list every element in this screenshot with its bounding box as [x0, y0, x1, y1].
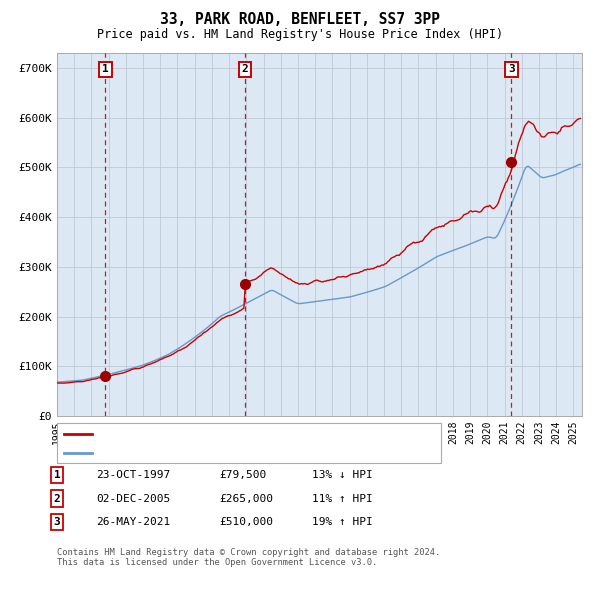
Text: 2: 2 [53, 494, 61, 503]
Text: 2: 2 [242, 64, 248, 74]
Text: £79,500: £79,500 [219, 470, 266, 480]
Text: 3: 3 [508, 64, 515, 74]
Text: £265,000: £265,000 [219, 494, 273, 503]
Text: £510,000: £510,000 [219, 517, 273, 527]
Text: Contains HM Land Registry data © Crown copyright and database right 2024.
This d: Contains HM Land Registry data © Crown c… [57, 548, 440, 567]
Text: 1: 1 [102, 64, 109, 74]
Text: 33, PARK ROAD, BENFLEET, SS7 3PP (detached house): 33, PARK ROAD, BENFLEET, SS7 3PP (detach… [98, 430, 392, 440]
Text: 02-DEC-2005: 02-DEC-2005 [96, 494, 170, 503]
Text: 3: 3 [53, 517, 61, 527]
Text: Price paid vs. HM Land Registry's House Price Index (HPI): Price paid vs. HM Land Registry's House … [97, 28, 503, 41]
Text: 26-MAY-2021: 26-MAY-2021 [96, 517, 170, 527]
Text: 19% ↑ HPI: 19% ↑ HPI [312, 517, 373, 527]
Text: HPI: Average price, detached house, Castle Point: HPI: Average price, detached house, Cast… [98, 448, 386, 458]
Text: 33, PARK ROAD, BENFLEET, SS7 3PP: 33, PARK ROAD, BENFLEET, SS7 3PP [160, 12, 440, 27]
Text: 1: 1 [53, 470, 61, 480]
Text: 11% ↑ HPI: 11% ↑ HPI [312, 494, 373, 503]
Text: 13% ↓ HPI: 13% ↓ HPI [312, 470, 373, 480]
Text: 23-OCT-1997: 23-OCT-1997 [96, 470, 170, 480]
